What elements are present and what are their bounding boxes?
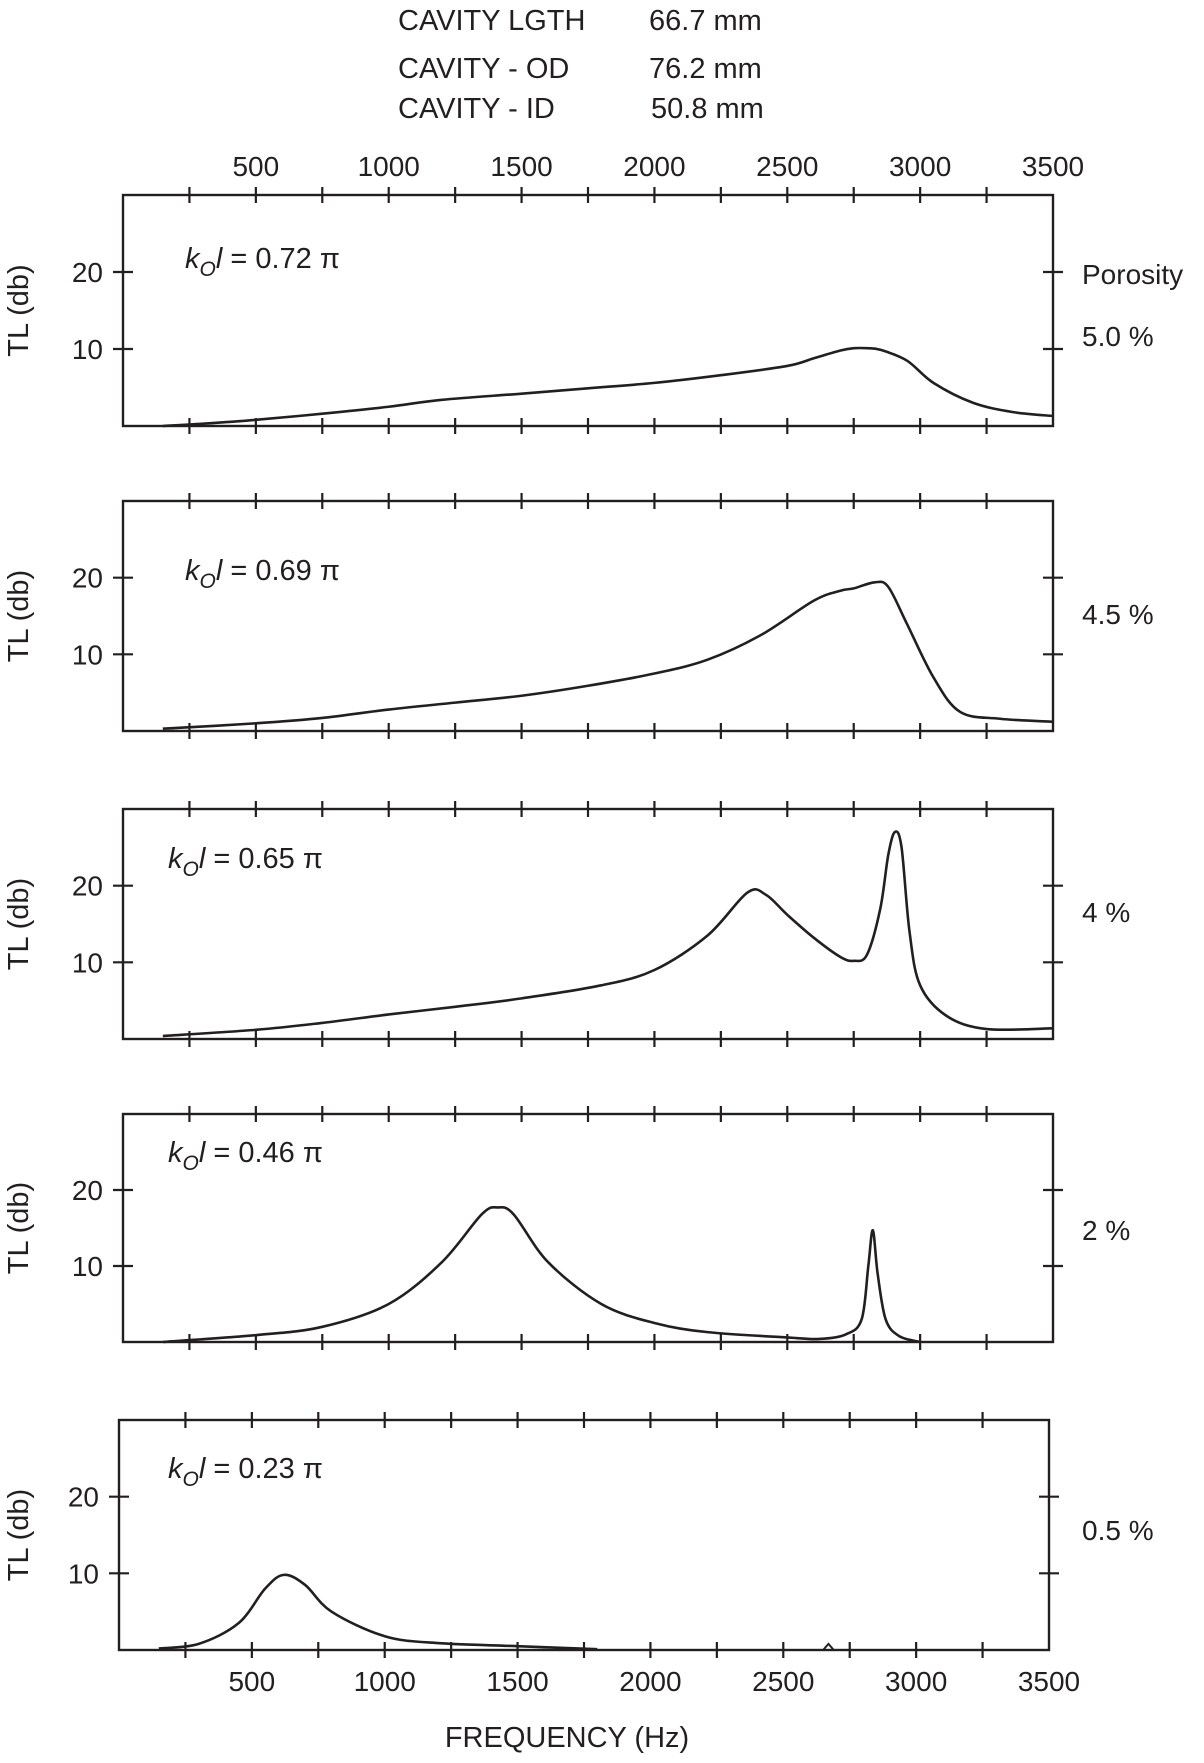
tl-curve [162, 580, 1054, 730]
x-tick-label: 2500 [756, 151, 818, 182]
porosity-title: Porosity [1082, 259, 1183, 290]
x-tick-label: 500 [232, 151, 279, 182]
x-tick-label: 1000 [354, 1666, 416, 1697]
porosity-label: 4.5 % [1082, 599, 1154, 630]
header-label-1: CAVITY - OD [398, 53, 569, 85]
y-axis-label: TL (db) [3, 570, 35, 662]
y-tick-label: 10 [68, 1558, 99, 1589]
k-annotation: kOl = 0.72 π [185, 243, 340, 281]
panel-5: 10 20 TL (db) kOl = 0.23 π 0.5 % 500 1000 1500 2… [3, 1412, 1154, 1697]
x-tick-label: 1500 [486, 1666, 548, 1697]
tl-curve [162, 1205, 921, 1344]
header-label-2: CAVITY - ID [398, 93, 555, 125]
x-tick-label: 3500 [1022, 151, 1084, 182]
x-tick-label: 3000 [889, 151, 951, 182]
x-tick-label: 1000 [358, 151, 420, 182]
plot-frame [121, 193, 1055, 428]
tl-curve [158, 1573, 598, 1651]
panel-4: 10 20 TL (db) kOl = 0.46 π 2 % [3, 1106, 1130, 1350]
x-tick-label: 3500 [1018, 1666, 1080, 1697]
k-annotation: kOl = 0.69 π [185, 555, 340, 593]
y-axis-label: TL (db) [3, 264, 35, 356]
y-tick-label: 20 [68, 1482, 99, 1513]
header-value-1: 76.2 mm [649, 53, 762, 85]
panel-2: 10 20 TL (db) kOl = 0.69 π 4.5 % [3, 493, 1154, 739]
x-tick-label: 2000 [623, 151, 685, 182]
header-value-2: 50.8 mm [651, 93, 764, 125]
porosity-label: 4 % [1082, 897, 1130, 928]
y-tick-label: 20 [72, 563, 103, 594]
header-value-0: 66.7 mm [649, 5, 762, 37]
x-tick-label: 500 [228, 1666, 275, 1697]
porosity-label: 2 % [1082, 1215, 1130, 1246]
y-tick-label: 10 [72, 639, 103, 670]
x-tick-label: 1500 [490, 151, 552, 182]
porosity-label: 5.0 % [1082, 321, 1154, 352]
panel-3: 10 20 TL (db) kOl = 0.65 π 4 % [3, 801, 1130, 1047]
x-axis-label: FREQUENCY (Hz) [445, 1722, 689, 1754]
y-tick-label: 10 [72, 334, 103, 365]
x-tick-label: 2500 [752, 1666, 814, 1697]
panel-1: 10 20 TL (db) kOl = 0.72 π 5.0 % 500 1000 1500 2… [3, 151, 1154, 434]
k-annotation: kOl = 0.23 π [168, 1453, 323, 1491]
x-tick-label: 3000 [885, 1666, 947, 1697]
y-tick-label: 20 [72, 1175, 103, 1206]
tl-curve [162, 830, 1054, 1038]
y-tick-label: 20 [72, 257, 103, 288]
y-axis-label: TL (db) [3, 878, 35, 970]
y-tick-label: 10 [72, 947, 103, 978]
y-axis-label: TL (db) [3, 1182, 35, 1274]
tl-curve-blip [822, 1642, 835, 1651]
y-axis-label: TL (db) [3, 1489, 35, 1581]
y-tick-label: 20 [72, 871, 103, 902]
x-tick-label: 2000 [619, 1666, 681, 1697]
header-block: CAVITY LGTH 66.7 mm CAVITY - OD 76.2 mm … [398, 5, 764, 125]
y-tick-label: 10 [72, 1251, 103, 1282]
porosity-label: 0.5 % [1082, 1515, 1154, 1546]
header-label-0: CAVITY LGTH [398, 5, 585, 37]
k-annotation: kOl = 0.46 π [168, 1137, 323, 1175]
k-annotation: kOl = 0.65 π [168, 843, 323, 881]
tl-curve [162, 346, 1054, 428]
plot-frame [121, 499, 1055, 733]
